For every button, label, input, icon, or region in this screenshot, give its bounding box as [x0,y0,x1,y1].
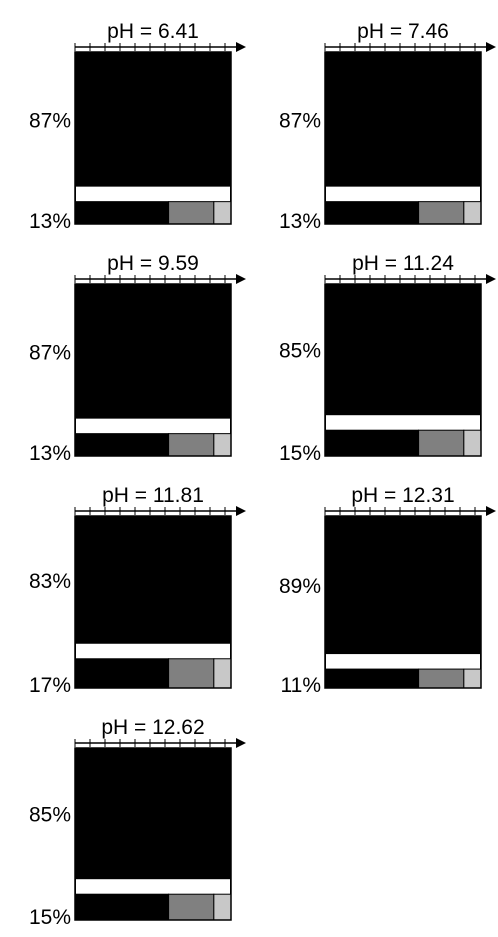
chart-panel: pH = 9.59 87% 13% [0,232,248,464]
minor-segment-gray [418,201,465,225]
chart-panel: pH = 7.46 87% 13% [250,0,498,232]
chart-panel: pH = 6.41 87% 13% [0,0,248,232]
major-segment [75,52,231,202]
chart-panel: pH = 12.62 85% 15% [0,696,248,928]
minor-segment-black [324,429,420,457]
minor-percentage: 13% [279,210,321,232]
axis-arrow [236,274,246,284]
axis-arrow [486,506,496,516]
minor-segment-lightgray [463,668,482,689]
axis-arrow [486,274,496,284]
minor-segment-black [324,668,420,689]
major-percentage: 85% [29,804,71,827]
chart-svg: pH = 6.41 87% 13% [29,20,246,232]
square-border [74,51,232,225]
minor-segment-black [74,433,170,457]
minor-segment-lightgray [213,433,232,457]
minor-segment-gray [168,201,215,225]
square-border [74,515,232,689]
major-segment [75,516,231,659]
chart-title: pH = 11.81 [102,484,204,507]
square-border [74,747,232,921]
axis-arrow [486,42,496,52]
minor-percentage: 15% [279,442,321,464]
chart-panel: pH = 12.31 89% 11% [250,464,498,696]
minor-segment-black [74,201,170,225]
minor-percentage: 13% [29,210,71,232]
chart-title: pH = 9.59 [107,252,199,275]
minor-segment-black [74,893,170,921]
minor-percentage: 15% [29,906,71,928]
chart-title: pH = 6.41 [107,20,199,43]
major-segment [325,516,481,670]
minor-segment-gray [418,429,465,457]
minor-segment-lightgray [213,658,232,689]
major-segment [75,748,231,895]
separator-band [326,415,480,431]
chart-panel: pH = 11.81 83% 17% [0,464,248,696]
major-segment [325,284,481,431]
square-border [324,515,482,689]
chart-svg: pH = 7.46 87% 13% [279,20,496,232]
major-segment [75,284,231,434]
chart-svg: pH = 12.62 85% 15% [29,716,246,928]
major-percentage: 87% [279,109,321,132]
separator-band [76,418,230,434]
chart-svg: pH = 9.59 87% 13% [29,252,246,464]
separator-band [326,654,480,670]
major-segment [325,52,481,202]
square-border [324,51,482,225]
separator-band [76,186,230,202]
minor-percentage: 13% [29,442,71,464]
chart-svg: pH = 11.81 83% 17% [29,484,246,696]
minor-segment-gray [168,893,215,921]
chart-title: pH = 12.62 [101,716,204,739]
minor-segment-lightgray [463,201,482,225]
minor-segment-gray [418,668,465,689]
minor-percentage: 17% [29,674,71,696]
major-percentage: 87% [29,109,71,132]
chart-title: pH = 7.46 [357,20,449,43]
axis-arrow [236,738,246,748]
minor-segment-black [324,201,420,225]
chart-svg: pH = 11.24 85% 15% [279,252,496,464]
major-percentage: 87% [29,341,71,364]
square-border [74,283,232,457]
chart-panel: pH = 11.24 85% 15% [250,232,498,464]
separator-band [76,879,230,895]
separator-band [326,186,480,202]
major-percentage: 89% [279,575,321,598]
minor-segment-lightgray [213,201,232,225]
minor-percentage: 11% [281,674,321,696]
minor-segment-gray [168,658,215,689]
chart-svg: pH = 12.31 89% 11% [279,484,496,696]
chart-title: pH = 11.24 [352,252,454,275]
minor-segment-lightgray [213,893,232,921]
minor-segment-black [74,658,170,689]
square-border [324,283,482,457]
chart-title: pH = 12.31 [351,484,454,507]
separator-band [76,643,230,659]
minor-segment-lightgray [463,429,482,457]
major-percentage: 83% [29,570,71,593]
axis-arrow [236,42,246,52]
major-percentage: 85% [279,340,321,363]
axis-arrow [236,506,246,516]
minor-segment-gray [168,433,215,457]
